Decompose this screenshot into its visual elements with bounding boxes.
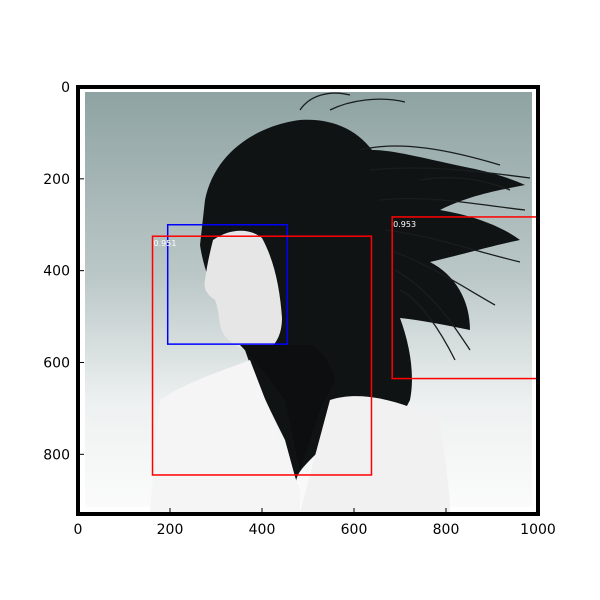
shirt-shape: [150, 360, 300, 512]
x-tick-label: 600: [341, 522, 368, 538]
shirt-shape-right: [300, 396, 450, 512]
y-tick-label: 400: [43, 264, 70, 280]
face-shape: [204, 230, 282, 352]
hair-shape: [200, 119, 525, 495]
x-tick-label: 1000: [520, 522, 556, 538]
hair-strands: [299, 92, 531, 361]
axes-frame: [76, 85, 540, 516]
y-tick-label: 600: [43, 355, 70, 371]
y-tick-label: 0: [61, 80, 70, 96]
detection-box-face: [166, 223, 289, 345]
detection-box-hair-score: 0.953: [393, 220, 416, 229]
y-tick-label: 800: [43, 447, 70, 463]
x-tick-label: 0: [74, 522, 83, 538]
detection-box-hair: [391, 216, 538, 380]
neck-shape: [240, 345, 335, 470]
photo: [78, 87, 538, 514]
x-tick-label: 800: [433, 522, 460, 538]
y-tick-label: 200: [43, 172, 70, 188]
detection-boxes: 0.951 0.953: [151, 216, 538, 476]
x-tick-label: 400: [249, 522, 276, 538]
y-axis: 0 200 400 600 800: [43, 80, 84, 463]
detection-box-person-score: 0.951: [154, 239, 177, 248]
x-tick-label: 200: [157, 522, 184, 538]
x-axis: 0 200 400 600 800 1000: [74, 508, 556, 538]
detection-box-person: [151, 235, 373, 476]
